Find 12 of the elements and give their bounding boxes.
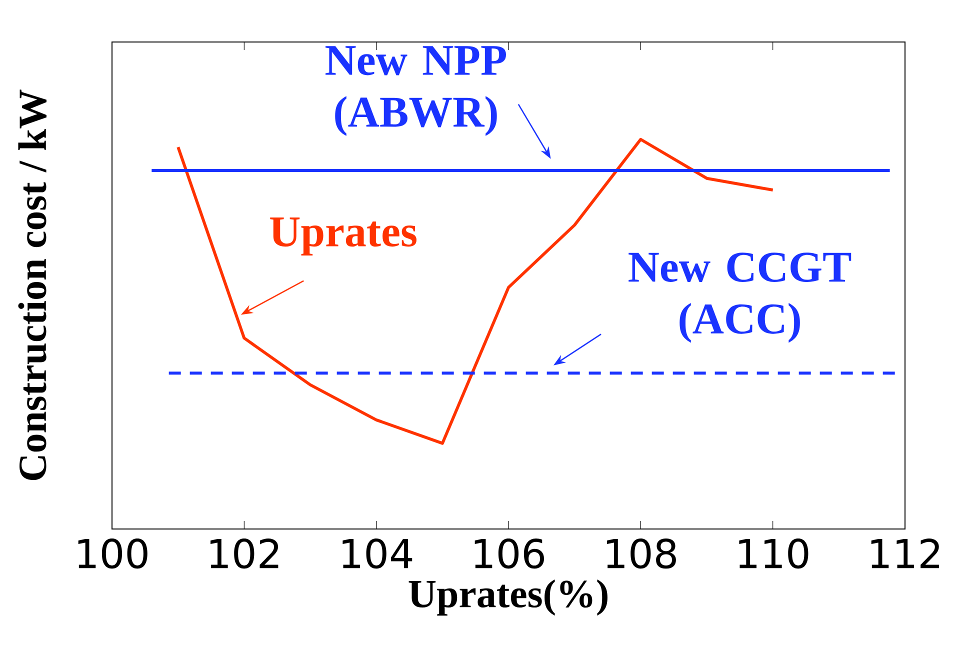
series-label: Uprates xyxy=(270,218,416,256)
x-tick-label: 104 xyxy=(342,538,412,569)
series-label: New NPP (ABWR) xyxy=(326,46,506,136)
series-label: New CCGT (ACC) xyxy=(628,252,852,343)
x-tick-label: 112 xyxy=(871,538,940,568)
x-tick-label: 100 xyxy=(78,538,148,569)
y-axis-title: Construction cost / kW xyxy=(18,90,46,480)
x-tick-label: 110 xyxy=(739,538,808,569)
x-tick-label: 102 xyxy=(210,538,278,569)
x-tick-label: 108 xyxy=(607,538,676,569)
x-axis-title: Uprates(%) xyxy=(408,579,608,616)
x-tick-label: 106 xyxy=(474,538,544,569)
